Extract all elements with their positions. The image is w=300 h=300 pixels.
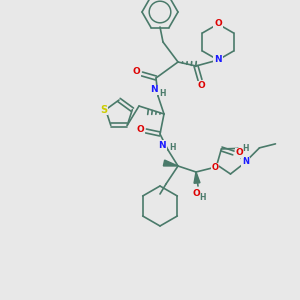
- Text: H: H: [169, 143, 175, 152]
- Text: O: O: [132, 68, 140, 76]
- Text: N: N: [158, 140, 166, 149]
- Text: O: O: [211, 163, 218, 172]
- Text: O: O: [136, 124, 144, 134]
- Text: H: H: [200, 194, 206, 202]
- Polygon shape: [194, 172, 200, 183]
- Text: H: H: [160, 88, 166, 98]
- Text: S: S: [100, 105, 107, 115]
- Text: O: O: [236, 148, 243, 158]
- Polygon shape: [164, 160, 178, 166]
- Text: H: H: [243, 144, 249, 153]
- Text: O: O: [192, 188, 200, 197]
- Text: N: N: [214, 56, 222, 64]
- Text: N: N: [150, 85, 158, 94]
- Text: O: O: [214, 20, 222, 28]
- Text: N: N: [242, 158, 249, 166]
- Text: O: O: [197, 82, 205, 91]
